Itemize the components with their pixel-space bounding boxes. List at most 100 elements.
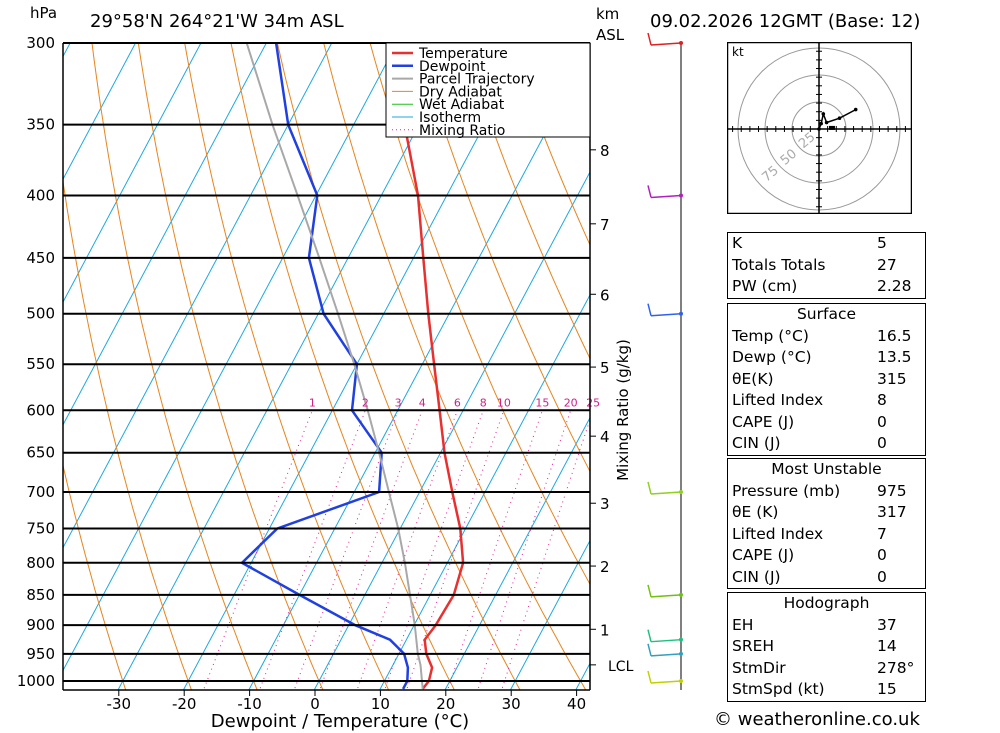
dry-adiabat xyxy=(462,43,590,360)
legend-label: Wet Adiabat xyxy=(419,97,505,113)
dry-adiabat xyxy=(63,178,192,690)
surface-cin-row: CIN (J) 0 xyxy=(732,434,887,452)
wind-barb-feather xyxy=(647,643,652,657)
mixing-ratio-label: 1 xyxy=(309,396,316,409)
most-unstable-title: Most Unstable xyxy=(771,460,882,478)
isotherm xyxy=(63,43,137,181)
wind-barb-staff xyxy=(650,42,682,46)
hodograph-unit-label: kt xyxy=(732,45,744,59)
hodograph-params-title: Hodograph xyxy=(783,594,870,612)
legend-label: Parcel Trajectory xyxy=(419,72,535,88)
isotherm xyxy=(0,40,6,690)
x-axis-title: Dewpoint / Temperature (°C) xyxy=(211,711,469,732)
mixing-ratio-line xyxy=(405,410,505,690)
mixing-ratio-line xyxy=(447,410,543,690)
km-tick-label: 8 xyxy=(600,142,610,160)
mixing-ratio-line xyxy=(477,410,572,690)
hodograph-params-table: Hodograph EH 37 SREH 14 StmDir 278° StmSpd … xyxy=(727,592,926,702)
hpa-label: hPa xyxy=(30,4,58,22)
temperature-tick-label: 0 xyxy=(310,695,320,713)
dry-adiabat xyxy=(230,43,455,690)
surface-dewp-row: Dewp (°C) 13.5 xyxy=(732,348,912,366)
wind-barb-feather xyxy=(647,629,652,642)
pressure-tick-label: 450 xyxy=(26,249,55,267)
wind-barb-feather xyxy=(647,185,652,198)
temperature-tick-label: -30 xyxy=(107,695,132,713)
temperature-tick-label: 10 xyxy=(371,695,390,713)
temperature-tick-label: -20 xyxy=(172,695,197,713)
lcl-label: LCL xyxy=(608,659,634,675)
hodograph-point xyxy=(819,121,823,126)
mixing-ratio-line xyxy=(356,410,458,690)
hodograph-point xyxy=(817,127,821,131)
wind-barb-staff xyxy=(650,653,682,657)
dry-adiabat xyxy=(91,43,258,690)
isotherm xyxy=(444,416,590,690)
mixing-ratio-label: 25 xyxy=(586,396,600,409)
km-tick-label: 2 xyxy=(600,558,610,576)
copyright-link[interactable]: © weatheronline.co.uk xyxy=(714,709,920,730)
sreh-row: SREH 14 xyxy=(732,637,897,655)
wind-barb-staff xyxy=(650,194,682,199)
surface-li-row: Lifted Index 8 xyxy=(732,391,887,409)
mixing-ratio-line xyxy=(319,410,423,690)
wind-barb-staff xyxy=(650,680,682,684)
eh-row: EH 37 xyxy=(732,615,897,634)
pressure-tick-label: 950 xyxy=(26,645,55,663)
km-tick-label: 7 xyxy=(600,216,610,234)
plot-area xyxy=(0,40,590,690)
dry-adiabat xyxy=(323,43,587,690)
mu-cape-row: CAPE (J) 0 xyxy=(732,546,887,564)
surface-theta-row: θE(K) 315 xyxy=(732,369,907,388)
mu-li-row: Lifted Index 7 xyxy=(732,524,887,543)
temperature-tick-label: 30 xyxy=(502,695,521,713)
dry-adiabat xyxy=(369,43,590,586)
km-label: km xyxy=(596,5,620,23)
km-tick-label: 5 xyxy=(600,359,610,377)
mu-pressure-row: Pressure (mb) 975 xyxy=(732,481,907,500)
wind-barb-staff xyxy=(650,638,682,643)
mixing-ratio-label: 15 xyxy=(535,396,549,409)
mixing-ratio-line xyxy=(259,410,366,690)
most-unstable-table: Most Unstable Pressure (mb) 975 θE (K) 317… xyxy=(727,458,926,589)
km-tick-label: 6 xyxy=(600,286,610,304)
pressure-tick-label: 750 xyxy=(26,520,55,538)
wind-barb-feather xyxy=(647,481,652,495)
pw-row: PW (cm) 2.28 xyxy=(732,277,912,295)
mixing-ratio-label: 4 xyxy=(419,396,426,409)
pressure-tick-label: 300 xyxy=(26,34,55,52)
wind-barb-feather xyxy=(647,670,652,684)
pressure-tick-label: 350 xyxy=(26,116,55,134)
pressure-tick-label: 900 xyxy=(26,616,55,634)
pressure-tick-label: 700 xyxy=(26,483,55,501)
series-line-parcel-trajectory xyxy=(245,43,424,689)
km-tick-label: 1 xyxy=(600,621,610,639)
legend-label: Dry Adiabat xyxy=(419,84,502,100)
mixing-ratio-line xyxy=(384,410,484,690)
dry-adiabat xyxy=(276,43,521,690)
surface-table: Surface Temp (°C) 16.5 Dewp (°C) 13.5 θE(K… xyxy=(727,303,926,456)
dry-adiabat xyxy=(184,43,390,690)
dry-adiabat xyxy=(508,43,590,247)
stmspd-row: StmSpd (kt) 15 xyxy=(732,680,897,698)
hodograph-point xyxy=(853,107,858,112)
mu-cin-row: CIN (J) 0 xyxy=(732,567,887,586)
pressure-tick-label: 600 xyxy=(26,401,55,419)
temperature-tick-label: 40 xyxy=(567,695,586,713)
wind-barb-feather xyxy=(647,303,652,316)
forecast-datetime: 09.02.2026 12GMT (Base: 12) xyxy=(650,11,921,32)
station-location: 29°58'N 264°21'W 34m ASL xyxy=(90,11,344,32)
wind-barb-staff xyxy=(650,312,682,317)
mu-theta-row: θE (K) 317 xyxy=(732,503,907,521)
km-tick-label: 4 xyxy=(600,428,610,446)
isotherm xyxy=(63,43,202,304)
dry-adiabat xyxy=(63,463,127,690)
pressure-tick-label: 650 xyxy=(26,444,55,462)
pressure-tick-label: 500 xyxy=(26,305,55,323)
wind-barb-staff xyxy=(650,491,682,495)
surface-cape-row: CAPE (J) 0 xyxy=(732,412,887,431)
surface-temp-row: Temp (°C) 16.5 xyxy=(732,326,912,345)
